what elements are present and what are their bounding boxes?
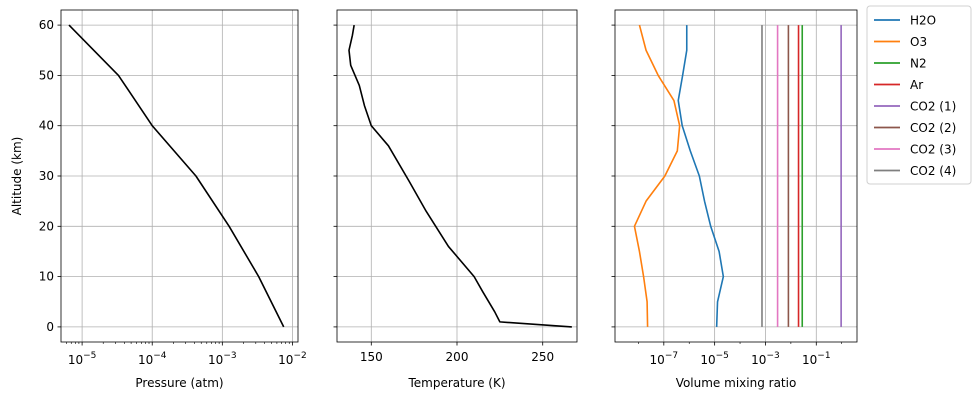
axes-frame — [614, 9, 858, 343]
series-line-1 — [68, 24, 285, 328]
legend-box — [866, 5, 972, 185]
x-tick-label: 200 — [446, 350, 469, 364]
y-tick-label: 0 — [46, 320, 54, 334]
x-tick-label: 150 — [360, 350, 383, 364]
x-tick-label: 250 — [531, 350, 554, 364]
x-tick-label: 10−5 — [68, 351, 97, 367]
x-tick-label: 10−1 — [802, 351, 831, 367]
series-line-2 — [348, 24, 572, 328]
legend-label: H2O — [910, 14, 936, 28]
legend-label: CO2 (1) — [910, 100, 956, 114]
legend-label: CO2 (4) — [910, 164, 956, 178]
x-tick-label: 10−3 — [751, 351, 780, 367]
series-line-o3 — [633, 24, 681, 327]
legend-label: Ar — [910, 78, 923, 92]
x-axis-label: Volume mixing ratio — [676, 376, 797, 390]
axes-frame — [60, 9, 299, 343]
y-tick-label: 10 — [39, 270, 54, 284]
y-tick-label: 40 — [39, 119, 54, 133]
panel-2: 150 200 250 Temperature (K) — [333, 9, 578, 390]
x-tick-label: 10−4 — [138, 351, 167, 367]
series-line-h2o — [677, 25, 725, 327]
x-tick-label: 10−7 — [650, 351, 679, 367]
y-tick-label: 50 — [39, 68, 54, 82]
x-axis-label: Temperature (K) — [407, 376, 505, 390]
legend-label: CO2 (3) — [910, 143, 956, 157]
panel-3: 10−7 10−5 10−3 10−1 Volume mixing ratio H2O O3… — [611, 5, 972, 390]
x-axis-label: Pressure (atm) — [135, 376, 223, 390]
y-tick-label: 30 — [39, 169, 54, 183]
axes-frame — [336, 9, 578, 343]
legend-label: O3 — [910, 35, 927, 49]
x-tick-label: 10−2 — [278, 351, 307, 367]
y-tick-label: 60 — [39, 18, 54, 32]
legend-label: CO2 (2) — [910, 121, 956, 135]
panel-1: 0 10 20 30 40 50 60 10−5 10−4 10−3 10−2 Pressure (a… — [10, 9, 307, 390]
legend: H2O O3 N2 Ar CO2 (1) CO2 (2) CO2 (3) CO2 (4) — [866, 5, 972, 185]
y-axis-label: Altitude (km) — [10, 137, 24, 216]
legend-label: N2 — [910, 57, 927, 71]
x-tick-label: 10−3 — [208, 351, 237, 367]
x-tick-label: 10−5 — [700, 351, 729, 367]
y-tick-label: 20 — [39, 219, 54, 233]
